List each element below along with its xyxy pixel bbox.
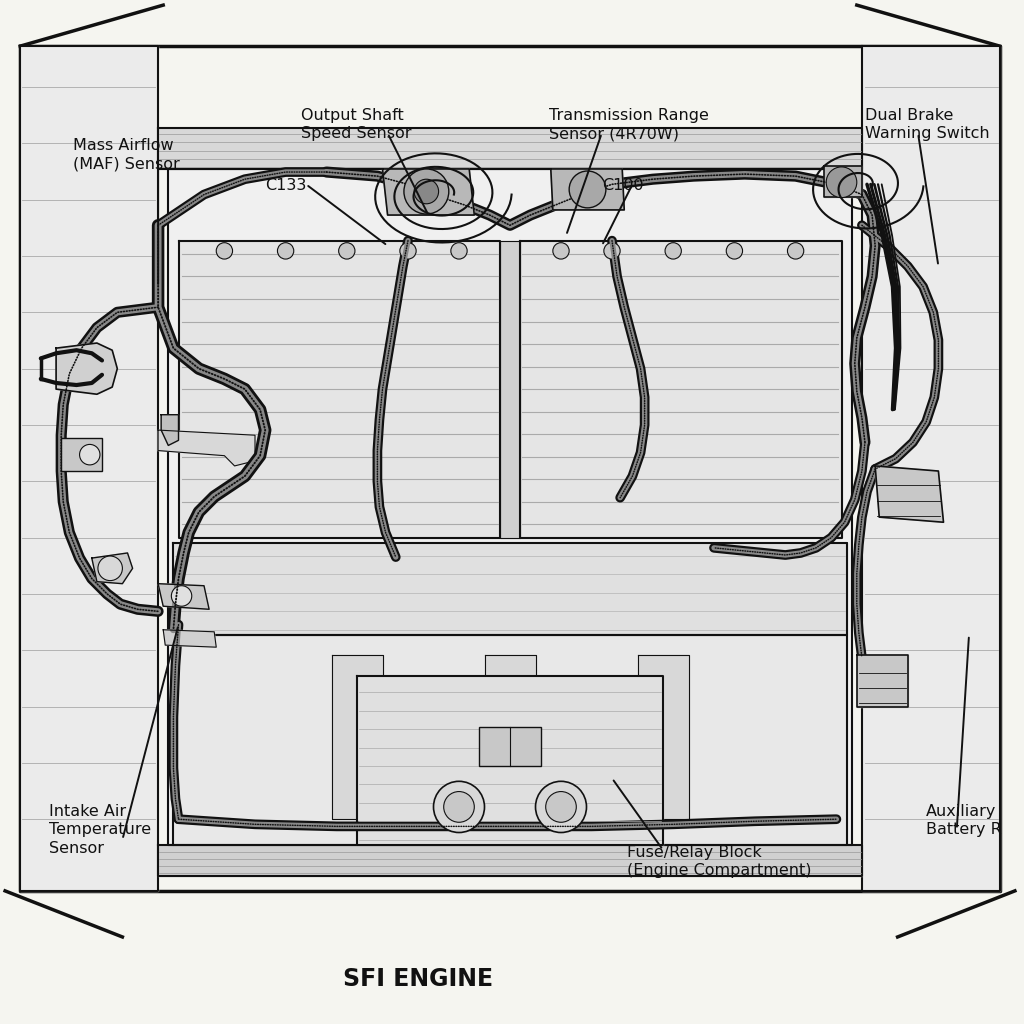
Text: Mass Airflow
(MAF) Sensor: Mass Airflow (MAF) Sensor	[74, 138, 180, 172]
Polygon shape	[500, 241, 520, 538]
Polygon shape	[56, 343, 118, 394]
Circle shape	[216, 243, 232, 259]
Text: Dual Brake
Warning Switch: Dual Brake Warning Switch	[865, 108, 989, 141]
Circle shape	[339, 243, 355, 259]
Polygon shape	[20, 46, 158, 891]
Circle shape	[826, 167, 857, 198]
Text: Transmission Range
Sensor (4R70W): Transmission Range Sensor (4R70W)	[549, 108, 709, 141]
Polygon shape	[178, 241, 500, 538]
Circle shape	[403, 169, 449, 214]
Text: C100: C100	[602, 178, 643, 194]
Text: Auxiliary
Battery R: Auxiliary Battery R	[926, 804, 1001, 838]
Text: Output Shaft
Speed Sensor: Output Shaft Speed Sensor	[301, 108, 412, 141]
Circle shape	[80, 444, 100, 465]
Polygon shape	[158, 845, 862, 876]
Polygon shape	[520, 241, 842, 538]
Polygon shape	[638, 655, 688, 819]
Text: C133: C133	[265, 178, 306, 194]
Circle shape	[278, 243, 294, 259]
Polygon shape	[876, 466, 943, 522]
Bar	[61, 438, 102, 471]
Circle shape	[399, 243, 416, 259]
Polygon shape	[163, 630, 216, 647]
Polygon shape	[383, 169, 474, 215]
Polygon shape	[20, 46, 999, 891]
Polygon shape	[332, 655, 383, 819]
Circle shape	[98, 556, 123, 581]
Bar	[479, 727, 541, 766]
Polygon shape	[824, 166, 862, 197]
Polygon shape	[862, 46, 999, 891]
Polygon shape	[173, 543, 847, 635]
Polygon shape	[484, 655, 536, 819]
Circle shape	[443, 792, 474, 822]
Circle shape	[451, 243, 467, 259]
Polygon shape	[551, 169, 625, 210]
Circle shape	[546, 792, 577, 822]
Circle shape	[171, 586, 191, 606]
Circle shape	[433, 781, 484, 833]
Polygon shape	[168, 169, 852, 845]
Circle shape	[414, 179, 438, 204]
Circle shape	[536, 781, 587, 833]
Polygon shape	[161, 415, 178, 445]
Polygon shape	[158, 128, 862, 169]
Polygon shape	[357, 676, 663, 845]
Polygon shape	[158, 430, 255, 466]
Polygon shape	[857, 655, 908, 707]
Polygon shape	[173, 635, 847, 845]
Circle shape	[665, 243, 681, 259]
Polygon shape	[158, 584, 209, 609]
Circle shape	[787, 243, 804, 259]
Polygon shape	[92, 553, 132, 584]
Circle shape	[553, 243, 569, 259]
Circle shape	[569, 171, 606, 208]
Text: SFI ENGINE: SFI ENGINE	[343, 968, 494, 991]
Text: Fuse/Relay Block
(Engine Compartment): Fuse/Relay Block (Engine Compartment)	[628, 845, 812, 879]
Circle shape	[726, 243, 742, 259]
Circle shape	[604, 243, 621, 259]
Text: Intake Air
Temperature
Sensor: Intake Air Temperature Sensor	[49, 804, 152, 856]
